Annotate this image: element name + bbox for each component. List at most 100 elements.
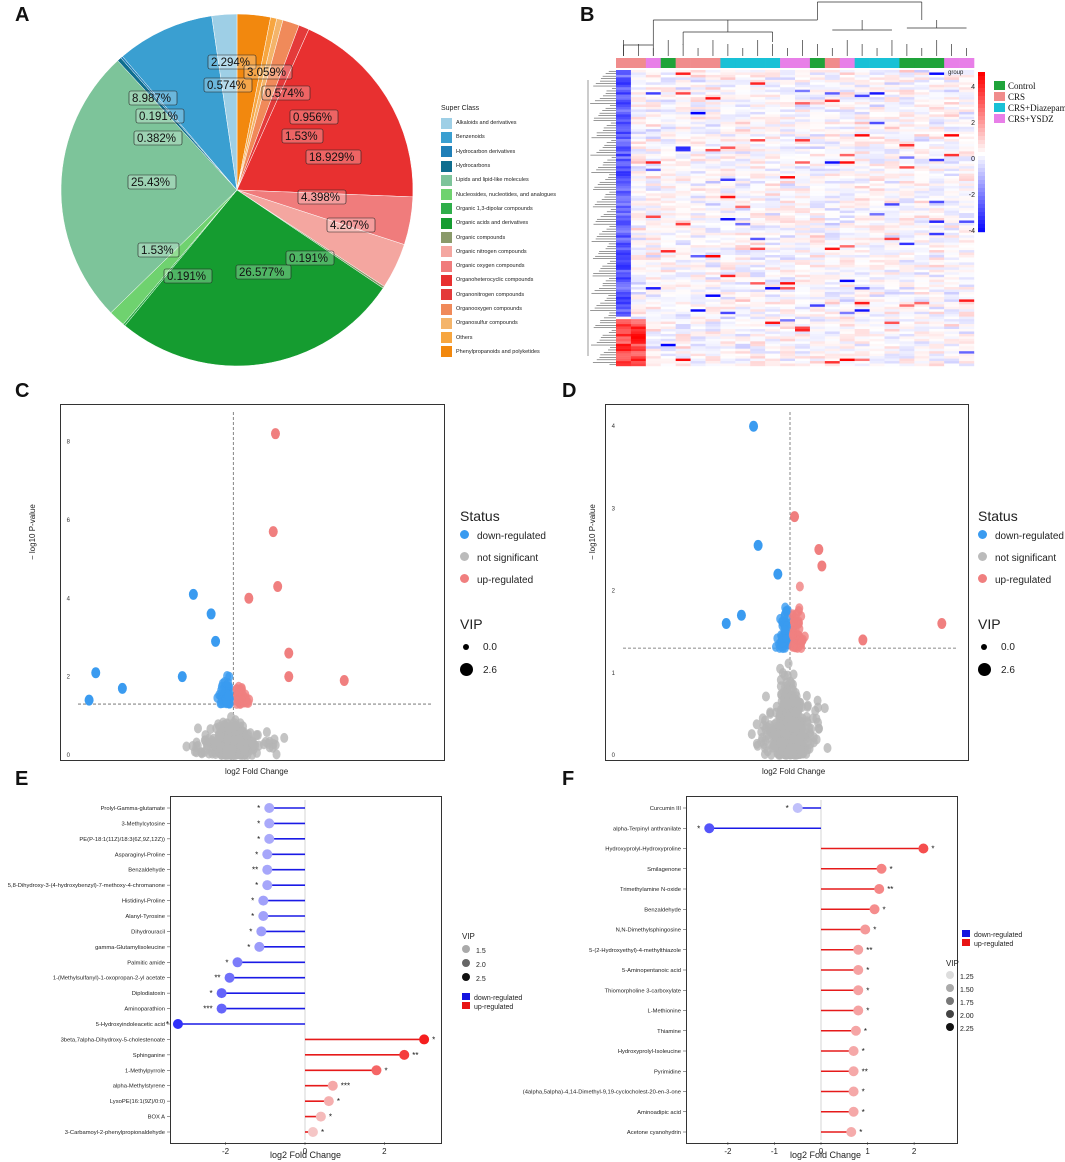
heatmap-cell — [765, 205, 781, 209]
heatmap-cell — [914, 230, 930, 233]
heatmap-cell — [959, 329, 975, 332]
heatmap-cell — [690, 324, 706, 327]
heatmap-cell — [705, 203, 721, 206]
ns-point — [190, 746, 199, 757]
heatmap-cell — [750, 185, 766, 189]
heatmap-cell — [809, 257, 826, 261]
heatmap-cell — [616, 89, 632, 93]
heatmap-cell — [839, 218, 855, 221]
heatmap-cell — [824, 296, 840, 300]
down-point — [223, 670, 232, 681]
heatmap-cell — [839, 311, 855, 315]
heatmap-cell — [824, 183, 840, 187]
heatmap-cell — [675, 289, 691, 293]
heatmap-cell — [690, 126, 706, 130]
heatmap-cell — [809, 77, 826, 81]
heatmap-scale-step — [978, 100, 985, 105]
heatmap-cell — [795, 124, 811, 127]
heatmap-cell — [824, 279, 840, 283]
heatmap-cell — [824, 178, 840, 182]
heatmap-cell — [765, 292, 781, 295]
heatmap-cell — [959, 353, 975, 357]
heatmap-cell — [720, 213, 736, 216]
heatmap-cell — [780, 195, 796, 199]
heatmap-cell — [616, 168, 632, 172]
pie-label-box — [203, 77, 253, 93]
heatmap-cell — [720, 215, 736, 219]
heatmap-legend-item: Control — [994, 80, 1065, 91]
heatmap-cell — [750, 257, 766, 261]
heatmap-cell — [675, 316, 691, 320]
heatmap-cell — [780, 121, 796, 125]
heatmap-cell — [809, 299, 826, 303]
pie-chart: 2.294%8.987%0.191%0.382%25.43%1.53%0.191… — [60, 13, 414, 367]
heatmap-cell — [690, 131, 706, 135]
heatmap-cell — [735, 277, 751, 280]
heatmap-cell — [944, 309, 960, 312]
heatmap-cell — [630, 356, 647, 359]
heatmap-cell — [705, 255, 721, 258]
heatmap-cell — [854, 235, 870, 238]
heatmap-cell — [795, 247, 811, 251]
heatmap-cell — [884, 358, 900, 362]
heatmap-cell — [869, 336, 885, 340]
heatmap-cell — [839, 136, 855, 140]
heatmap-cell — [795, 363, 811, 367]
heatmap-cell — [809, 351, 826, 354]
heatmap-cell — [869, 215, 885, 219]
heatmap-cell — [839, 242, 855, 246]
heatmap-cell — [660, 104, 676, 108]
heatmap-cell — [944, 282, 960, 285]
heatmap-cell — [675, 259, 691, 263]
heatmap-cell — [884, 156, 900, 159]
heatmap-cell — [929, 176, 945, 179]
heatmap-scale-step — [978, 228, 985, 233]
heatmap-cell — [750, 183, 766, 187]
heatmap-cell — [809, 274, 826, 278]
heatmap-cell — [899, 267, 915, 270]
heatmap-cell — [690, 351, 706, 354]
volcano-c-legend: Status down-regulated not significant up… — [460, 508, 546, 676]
ns-point — [230, 735, 239, 746]
heatmap-cell — [630, 104, 647, 108]
heatmap-cell — [616, 116, 632, 120]
heatmap-cell — [675, 279, 691, 283]
heatmap-cell — [750, 245, 766, 248]
heatmap-cell — [660, 178, 676, 182]
heatmap-cell — [630, 269, 647, 273]
heatmap-cell — [705, 338, 721, 342]
heatmap-cell — [869, 136, 885, 140]
heatmap-cell — [660, 185, 676, 189]
heatmap-cell — [720, 156, 736, 159]
heatmap-cell — [869, 306, 885, 310]
heatmap-cell — [765, 348, 781, 352]
ns-point — [752, 719, 761, 730]
heatmap-cell — [720, 264, 736, 268]
heatmap-cell — [690, 92, 706, 95]
heatmap-cell — [705, 158, 721, 162]
heatmap-cell — [660, 107, 676, 110]
heatmap-cell — [824, 227, 840, 231]
heatmap-cell — [645, 151, 661, 155]
heatmap-cell — [809, 220, 826, 224]
heatmap-cell — [824, 225, 840, 229]
heatmap-cell — [705, 237, 721, 241]
heatmap-cell — [959, 205, 975, 209]
heatmap-cell — [750, 193, 766, 196]
heatmap-cell — [824, 314, 840, 317]
heatmap-cell — [839, 331, 855, 335]
heatmap-cell — [809, 262, 826, 266]
heatmap-cell — [809, 116, 826, 120]
heatmap-cell — [645, 102, 661, 105]
heatmap-cell — [735, 198, 751, 201]
heatmap-cell — [914, 301, 930, 305]
heatmap-cell — [720, 104, 736, 108]
heatmap-cell — [735, 158, 751, 162]
heatmap-cell — [824, 245, 840, 248]
heatmap-cell — [765, 289, 781, 293]
heatmap-cell — [884, 247, 900, 251]
heatmap-cell — [795, 311, 811, 315]
heatmap-cell — [765, 84, 781, 88]
heatmap-cell — [795, 97, 811, 100]
heatmap-cell — [765, 104, 781, 108]
